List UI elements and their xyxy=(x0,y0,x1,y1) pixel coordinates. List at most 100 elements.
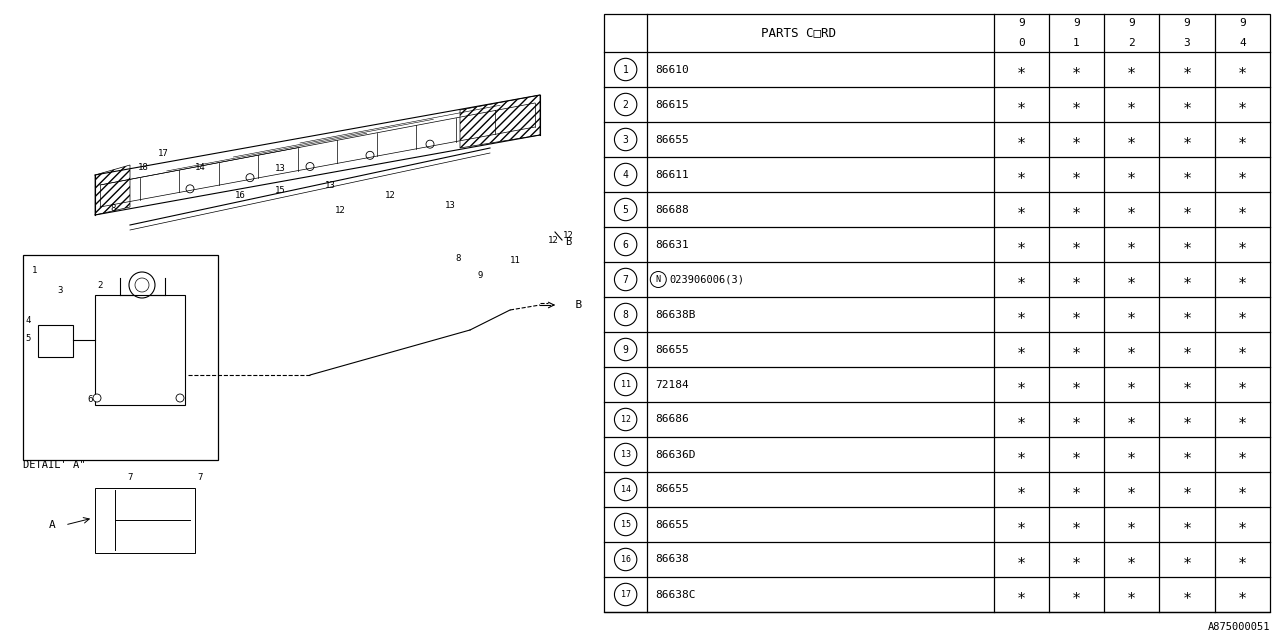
Text: ∗: ∗ xyxy=(1071,377,1082,392)
Text: ∗: ∗ xyxy=(1128,307,1137,322)
Text: 5: 5 xyxy=(622,205,628,214)
Circle shape xyxy=(129,272,155,298)
Text: 7: 7 xyxy=(622,275,628,285)
Text: ∗: ∗ xyxy=(1238,132,1247,147)
Text: 11: 11 xyxy=(621,380,631,389)
Text: 0: 0 xyxy=(1018,38,1024,48)
Text: ∗: ∗ xyxy=(1238,587,1247,602)
Text: ∗: ∗ xyxy=(1128,552,1137,567)
Text: 6: 6 xyxy=(87,396,92,404)
Text: ∗: ∗ xyxy=(1238,482,1247,497)
Circle shape xyxy=(614,128,637,150)
Text: 86636D: 86636D xyxy=(655,449,696,460)
Text: ∗: ∗ xyxy=(1016,412,1025,427)
Text: 16: 16 xyxy=(621,555,631,564)
Text: ∗: ∗ xyxy=(1071,97,1082,112)
Text: B: B xyxy=(564,237,571,247)
Text: 12: 12 xyxy=(334,205,346,214)
Text: ∗: ∗ xyxy=(1128,62,1137,77)
Circle shape xyxy=(650,271,667,287)
Text: 14: 14 xyxy=(195,163,205,172)
Text: 86655: 86655 xyxy=(655,484,689,495)
Text: ∗: ∗ xyxy=(1183,202,1192,217)
Text: ∗: ∗ xyxy=(1238,62,1247,77)
Text: 1: 1 xyxy=(32,266,37,275)
Text: ∗: ∗ xyxy=(1016,202,1025,217)
Text: 9: 9 xyxy=(477,271,483,280)
Text: ∗: ∗ xyxy=(1183,167,1192,182)
Text: ∗: ∗ xyxy=(1071,552,1082,567)
Text: 14: 14 xyxy=(621,485,631,494)
Text: ∗: ∗ xyxy=(1016,237,1025,252)
Text: ∗: ∗ xyxy=(1238,517,1247,532)
Text: 3: 3 xyxy=(622,134,628,145)
Text: 86638: 86638 xyxy=(655,554,689,564)
Text: ∗: ∗ xyxy=(1183,272,1192,287)
Text: 13: 13 xyxy=(275,163,285,173)
Circle shape xyxy=(614,444,637,466)
Bar xyxy=(95,295,186,405)
Text: ∗: ∗ xyxy=(1128,132,1137,147)
Text: ∗: ∗ xyxy=(1071,62,1082,77)
Circle shape xyxy=(614,339,637,361)
Circle shape xyxy=(366,151,374,159)
Text: ∗: ∗ xyxy=(1016,167,1025,182)
Text: ∗: ∗ xyxy=(1071,167,1082,182)
Text: ∗: ∗ xyxy=(1016,517,1025,532)
Text: 3: 3 xyxy=(58,285,63,294)
Text: N: N xyxy=(655,275,660,284)
Text: ∗: ∗ xyxy=(1238,237,1247,252)
Text: DETAIL' A": DETAIL' A" xyxy=(23,460,86,470)
Text: ∗: ∗ xyxy=(1128,202,1137,217)
Bar xyxy=(95,488,195,553)
Text: 2: 2 xyxy=(622,99,628,109)
Text: 86611: 86611 xyxy=(655,170,689,179)
Text: ∗: ∗ xyxy=(1128,482,1137,497)
Text: 6: 6 xyxy=(622,239,628,250)
Text: 8: 8 xyxy=(110,204,115,212)
Text: 15: 15 xyxy=(621,520,631,529)
Text: ∗: ∗ xyxy=(1016,377,1025,392)
Text: ∗: ∗ xyxy=(1128,97,1137,112)
Text: 86638C: 86638C xyxy=(655,589,696,600)
Text: 12: 12 xyxy=(621,415,631,424)
Text: ∗: ∗ xyxy=(1238,272,1247,287)
Text: ∗: ∗ xyxy=(1238,412,1247,427)
Circle shape xyxy=(614,478,637,500)
Circle shape xyxy=(614,303,637,326)
Text: ∗: ∗ xyxy=(1238,97,1247,112)
Text: 4: 4 xyxy=(26,316,31,324)
Circle shape xyxy=(134,278,148,292)
Text: ∗: ∗ xyxy=(1183,132,1192,147)
Text: 4: 4 xyxy=(622,170,628,179)
Text: ∗: ∗ xyxy=(1183,587,1192,602)
Text: ∗: ∗ xyxy=(1183,377,1192,392)
Text: 9: 9 xyxy=(1073,18,1080,28)
Bar xyxy=(23,255,218,460)
Text: ∗: ∗ xyxy=(1016,307,1025,322)
Text: ∗: ∗ xyxy=(1238,447,1247,462)
Text: ∗: ∗ xyxy=(1016,132,1025,147)
Circle shape xyxy=(186,185,195,193)
Text: 13: 13 xyxy=(444,200,456,209)
Circle shape xyxy=(614,583,637,605)
Text: A: A xyxy=(49,520,55,530)
Text: ∗: ∗ xyxy=(1183,342,1192,357)
Text: ∗: ∗ xyxy=(1183,62,1192,77)
Text: ∗: ∗ xyxy=(1128,167,1137,182)
Text: 72184: 72184 xyxy=(655,380,689,390)
Text: ∗: ∗ xyxy=(1183,517,1192,532)
Text: ∗: ∗ xyxy=(1128,272,1137,287)
Bar xyxy=(38,325,73,357)
Text: 86655: 86655 xyxy=(655,134,689,145)
Circle shape xyxy=(93,394,101,402)
Text: 86686: 86686 xyxy=(655,415,689,424)
Text: 13: 13 xyxy=(325,180,335,189)
Text: ∗: ∗ xyxy=(1071,237,1082,252)
Bar xyxy=(604,14,1270,612)
Text: 13: 13 xyxy=(621,450,631,459)
Text: 12: 12 xyxy=(384,191,396,200)
Text: ∗: ∗ xyxy=(1016,62,1025,77)
Text: ∗: ∗ xyxy=(1128,342,1137,357)
Text: ∗: ∗ xyxy=(1128,587,1137,602)
